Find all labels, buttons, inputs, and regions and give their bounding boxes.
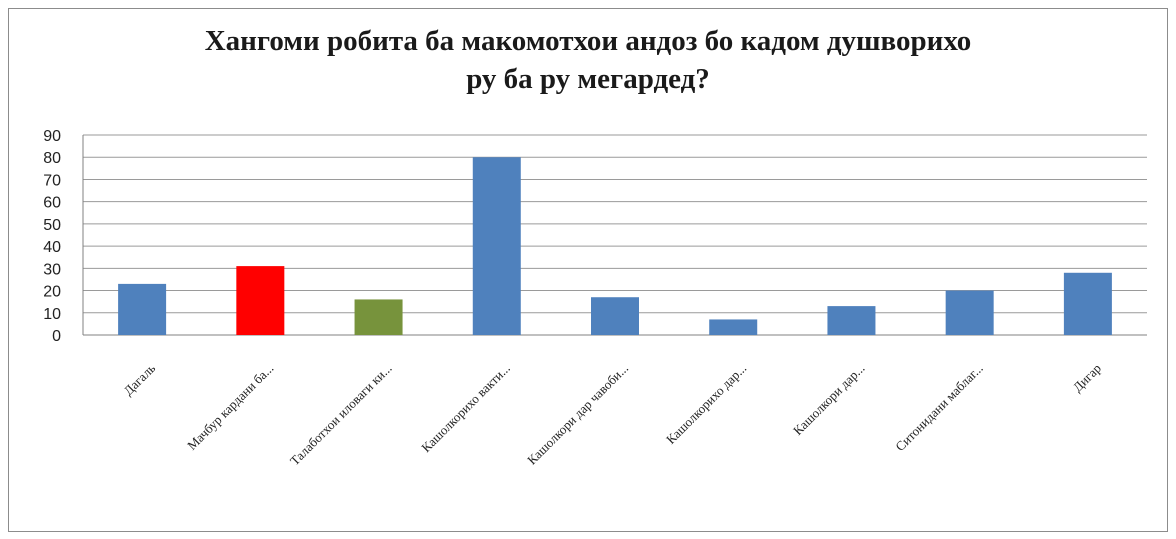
y-tick-label: 60 (43, 195, 61, 212)
bar (827, 306, 876, 335)
y-tick-label: 30 (43, 261, 61, 278)
x-tick-label: Кашолкорихо вакти... (418, 361, 513, 456)
y-axis-ticks: 0 10 20 30 40 50 60 70 80 90 (43, 128, 61, 345)
x-tick-label: Дигар (1070, 361, 1104, 395)
bar (709, 319, 758, 335)
chart-title-line-2: ру ба ру мегардед? (466, 63, 710, 95)
bar (236, 266, 285, 335)
x-tick-label: Дагаль (121, 360, 159, 398)
x-tick-label: Кашолкори дар... (790, 361, 867, 438)
bars (118, 157, 1112, 335)
bar (945, 290, 994, 335)
chart-title: Хангоми робита ба макомотхои андоз бо ка… (0, 22, 1176, 98)
x-tick-label: Талаботхои иловаги ки... (287, 361, 395, 469)
bar (354, 299, 403, 335)
bar (591, 297, 639, 335)
x-tick-label: Кашолкорихо дар... (663, 361, 749, 447)
x-tick-label: Мачбур кардани ба... (184, 361, 276, 453)
x-tick-label: Кашолкори дар чавоби... (524, 361, 631, 468)
y-tick-label: 10 (43, 306, 61, 323)
bar (118, 283, 167, 335)
y-tick-label: 80 (43, 150, 61, 167)
y-tick-label: 40 (43, 239, 61, 256)
y-tick-label: 70 (43, 172, 61, 189)
x-axis-labels: Дагаль Мачбур кардани ба... Талаботхои ило… (121, 360, 1104, 468)
y-tick-label: 50 (43, 217, 61, 234)
bar (472, 157, 521, 335)
x-tick-label: Ситонидани маблаг... (892, 361, 985, 454)
y-tick-label: 90 (43, 128, 61, 145)
chart-frame (8, 8, 1168, 532)
y-tick-label: 0 (52, 328, 61, 345)
y-tick-label: 20 (43, 284, 61, 301)
bar (1063, 272, 1112, 335)
chart-title-line-1: Хангоми робита ба макомотхои андоз бо ка… (204, 25, 972, 57)
